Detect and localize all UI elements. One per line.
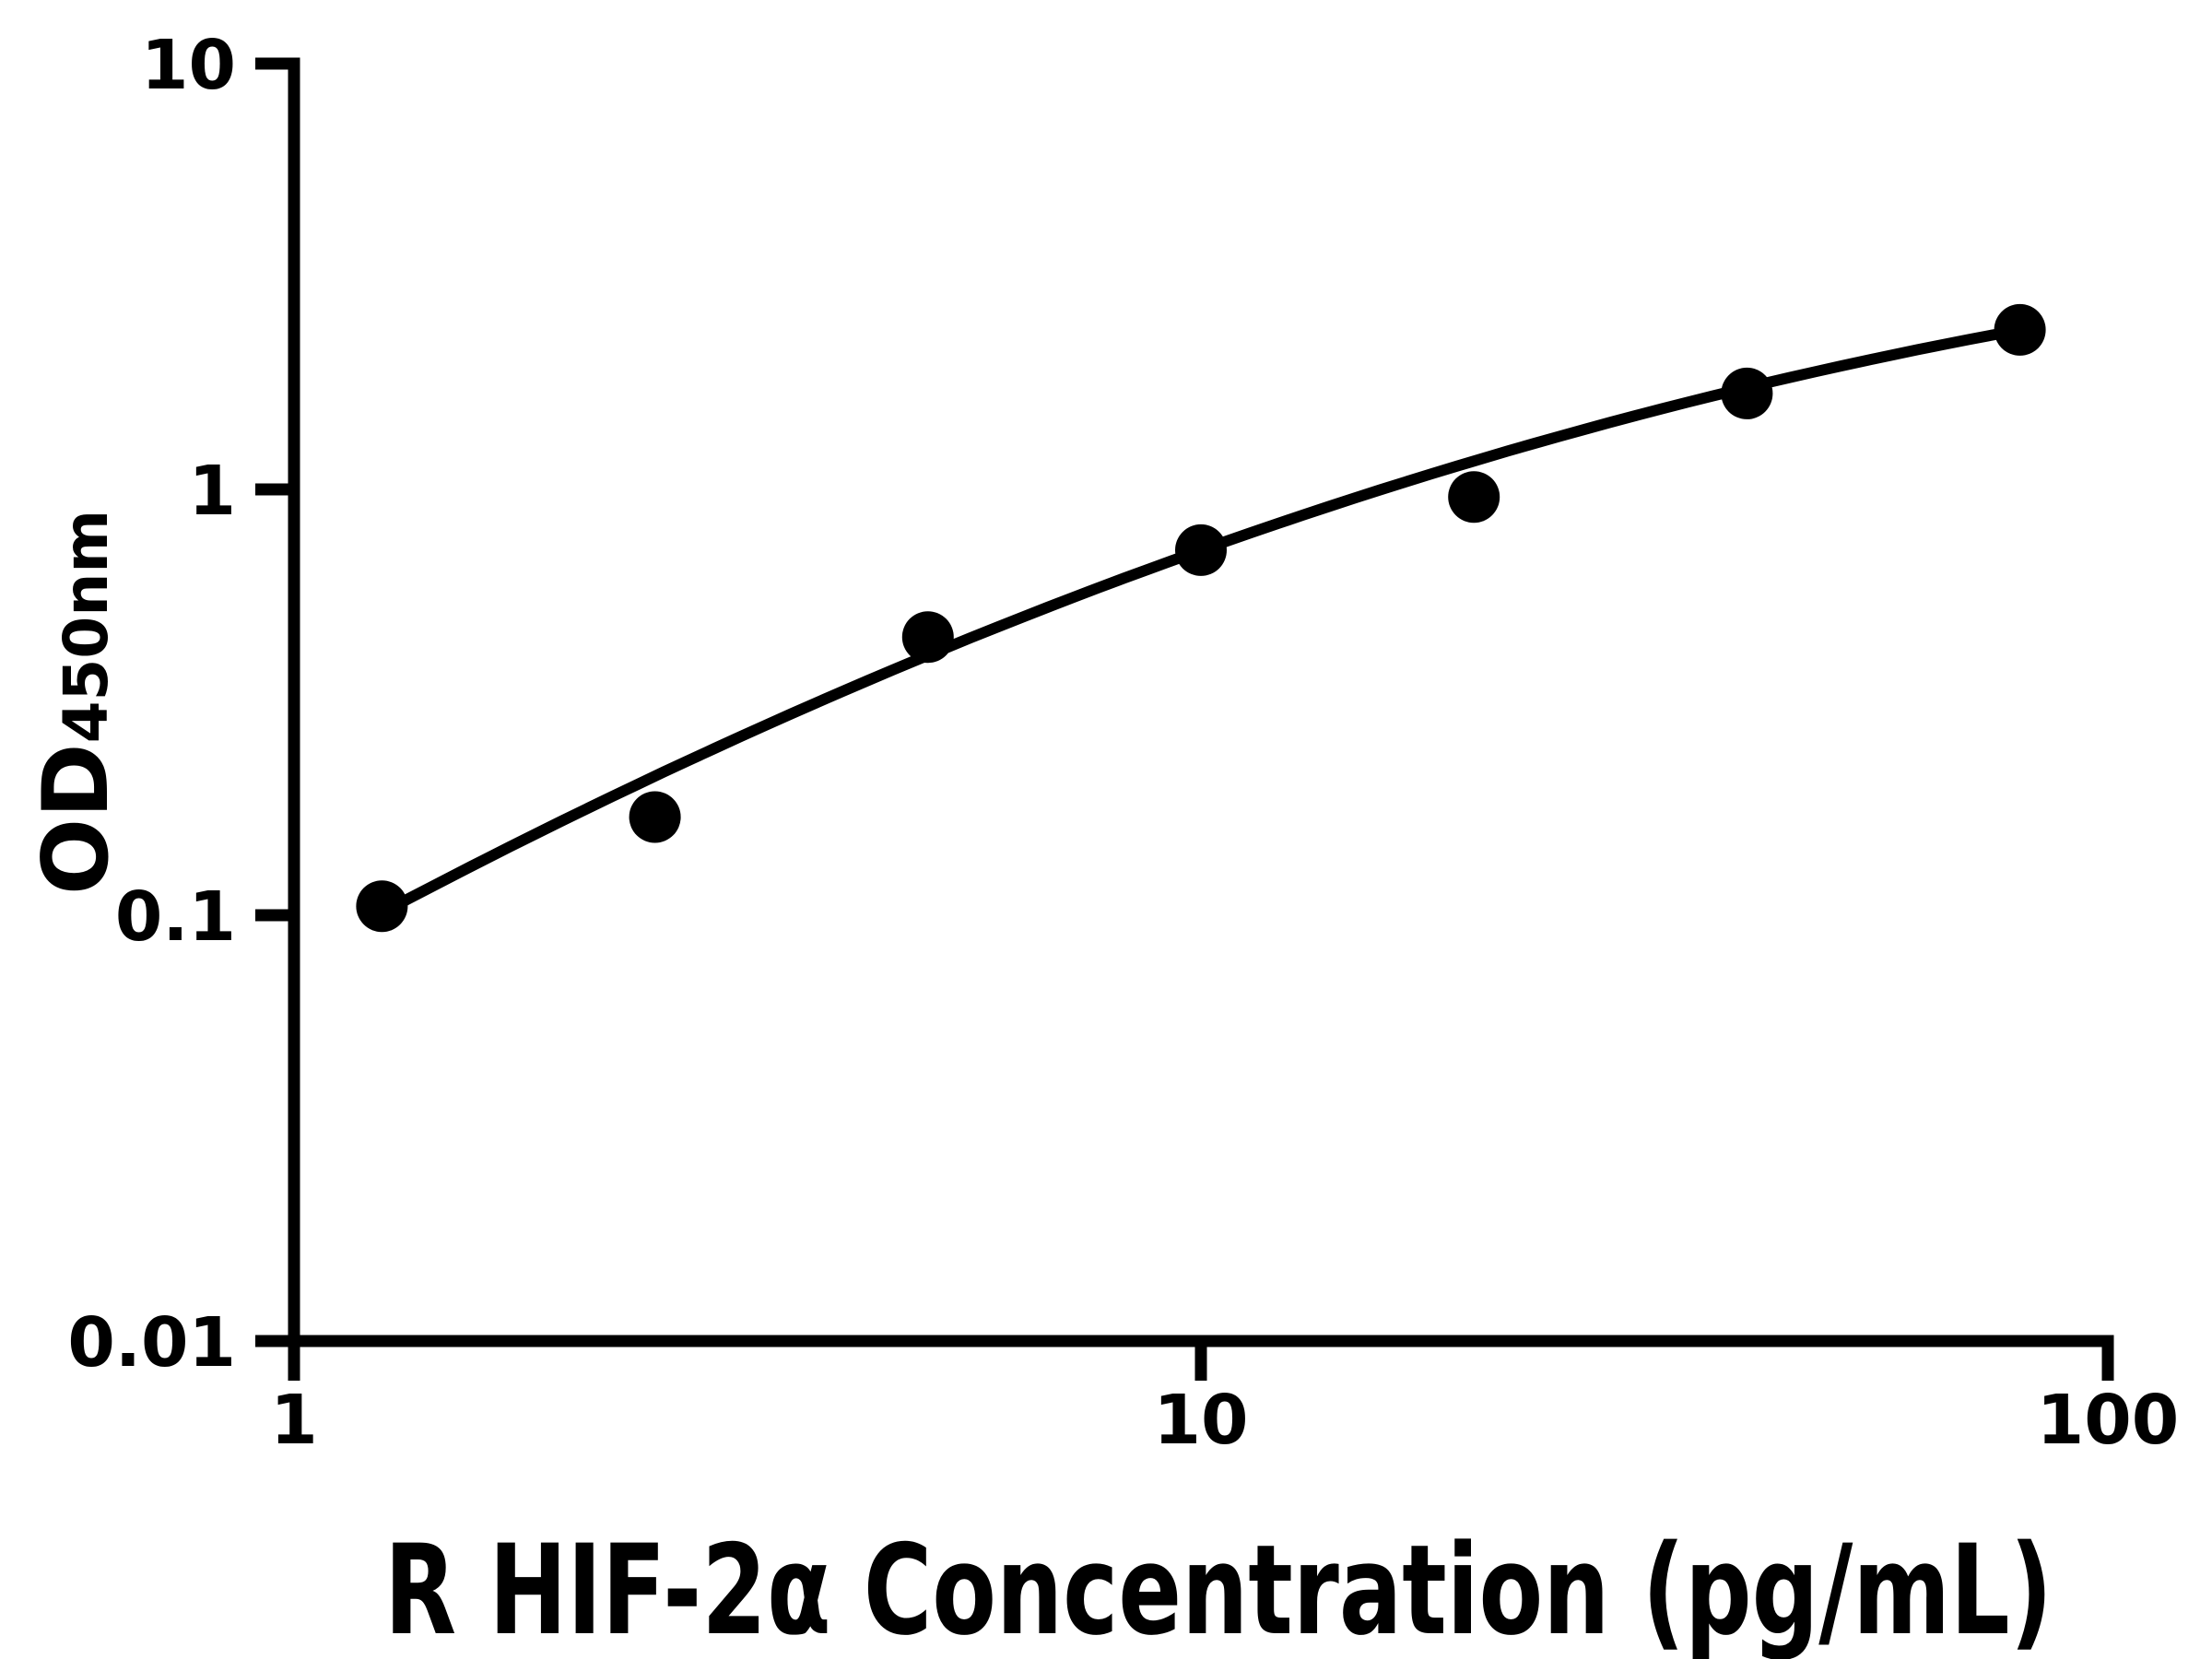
y-axis-title: OD450nm [24, 510, 129, 895]
data-points-group [356, 303, 2046, 933]
x-axis-title: R HIF-2α Concentration (pg/mL) [384, 1518, 2053, 1659]
data-point [1994, 303, 2046, 356]
y-axis-title-main: OD [24, 743, 129, 895]
data-point [1721, 367, 1773, 419]
data-point [901, 611, 954, 664]
data-point [629, 791, 681, 843]
y-tick-label: 0.01 [67, 1303, 236, 1382]
y-tick-label: 10 [141, 26, 236, 105]
data-point [1175, 524, 1227, 576]
y-axis-title-subscript: 450nm [51, 510, 122, 744]
fit-curve-group [376, 324, 2026, 919]
x-tick-label: 1 [270, 1381, 318, 1460]
fit-curve [376, 324, 2026, 919]
y-axis-ticks: 10 1 0.1 0.01 [67, 26, 294, 1382]
x-tick-label: 100 [2037, 1381, 2179, 1460]
data-point [356, 880, 408, 933]
y-tick-label: 1 [189, 452, 237, 531]
x-axis-ticks: 1 10 100 [270, 1341, 2179, 1460]
data-point [1448, 471, 1500, 524]
x-tick-label: 10 [1154, 1381, 1249, 1460]
y-tick-label: 0.1 [115, 877, 236, 957]
